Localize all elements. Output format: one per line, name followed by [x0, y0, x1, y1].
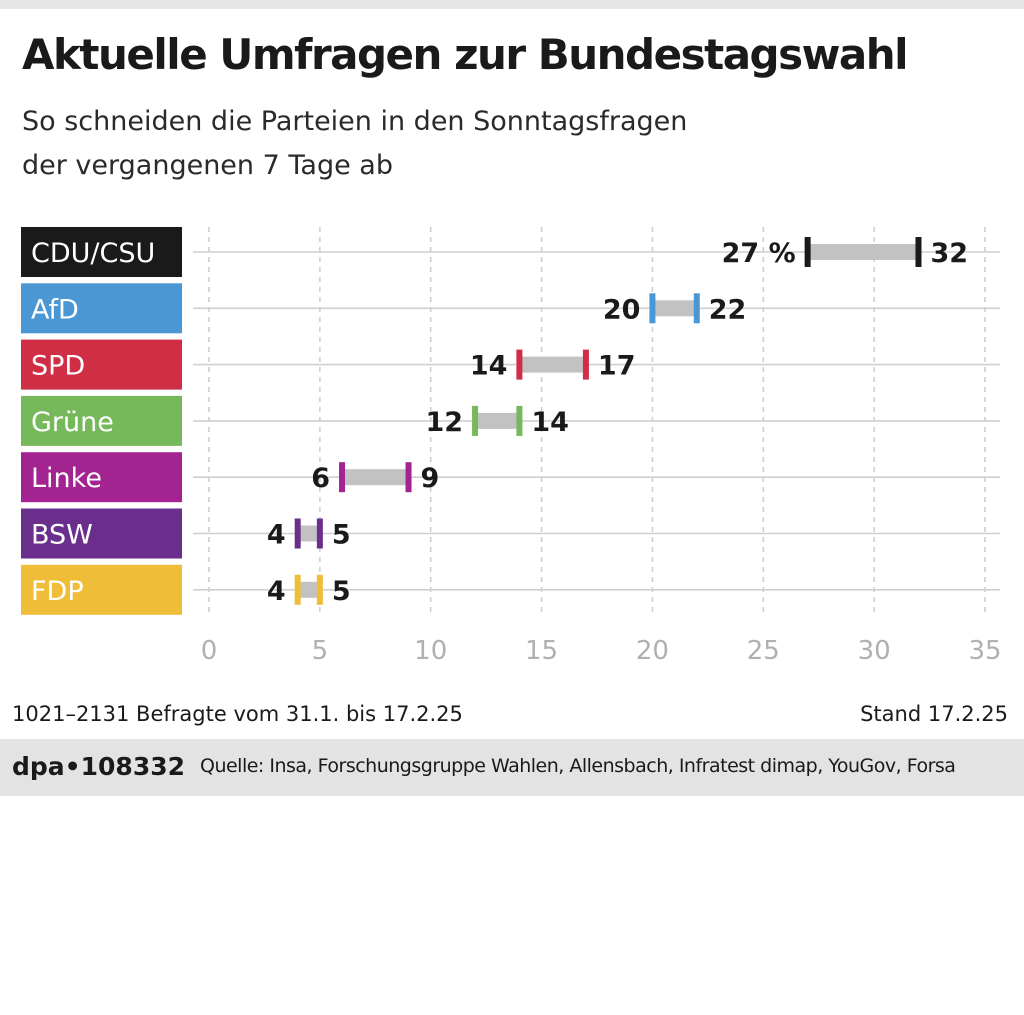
top-border: [0, 0, 1024, 9]
party-label-layer: CDU/CSU AfD SPD Grüne Linke BSW FDP: [21, 227, 182, 615]
range-max-marker-bsw: [316, 518, 323, 549]
party-label-box-grne: [21, 395, 182, 446]
range-bar-chart: CDU/CSU AfD SPD Grüne Linke BSW FDP 27 % 32 20 22…: [21, 227, 1002, 666]
range-max-marker-grne: [516, 405, 523, 436]
dpa-id: dpa•108332: [12, 752, 186, 781]
range-min-label-fdp: 4: [267, 576, 286, 607]
x-tick-label-25: 25: [747, 636, 780, 666]
range-min-label-afd: 20: [603, 294, 641, 325]
subtitle-line-2: der vergangenen 7 Tage ab: [22, 150, 393, 181]
party-label-box-spd: [21, 339, 182, 390]
range-max-marker-cducsu: [915, 237, 922, 267]
x-tick-label-20: 20: [636, 636, 669, 666]
range-bar-cducsu: [807, 244, 919, 260]
party-label-afd: AfD: [31, 294, 79, 325]
range-min-marker-bsw: [294, 518, 301, 549]
range-max-label-cducsu: 32: [930, 238, 968, 269]
x-tick-label-15: 15: [525, 636, 558, 666]
party-label-box-bsw: [21, 508, 182, 559]
range-bar-linke: [342, 469, 409, 486]
range-min-marker-afd: [649, 293, 656, 324]
party-label-spd: SPD: [31, 351, 85, 382]
party-label-fdp: FDP: [31, 576, 84, 607]
range-max-label-grne: 14: [531, 407, 569, 438]
source-bar: dpa•108332 Quelle: Insa, Forschungsgrupp…: [0, 739, 1024, 796]
range-min-marker-linke: [339, 462, 346, 493]
range-max-marker-linke: [405, 462, 412, 493]
range-max-label-linke: 9: [421, 463, 440, 494]
party-label-bsw: BSW: [31, 520, 93, 551]
range-bar-bsw: [297, 525, 320, 542]
range-bar-grne: [475, 412, 520, 429]
x-tick-label-0: 0: [201, 636, 218, 666]
x-tick-label-30: 30: [858, 636, 891, 666]
range-max-label-afd: 22: [709, 294, 747, 325]
subtitle-line-1: So schneiden die Parteien in den Sonntag…: [22, 106, 688, 137]
range-min-marker-fdp: [294, 574, 301, 605]
party-label-grne: Grüne: [31, 407, 114, 438]
x-tick-label-10: 10: [414, 636, 447, 666]
party-label-box-linke: [21, 452, 182, 503]
chart-subtitle: So schneiden die Parteien in den Sonntag…: [22, 100, 922, 188]
range-bar-spd: [519, 356, 586, 373]
x-tick-label-5: 5: [312, 636, 329, 666]
range-bar-afd: [652, 300, 697, 317]
range-max-marker-spd: [582, 349, 589, 380]
party-label-cducsu: CDU/CSU: [31, 238, 155, 269]
range-max-label-fdp: 5: [332, 576, 351, 607]
stand-date: Stand 17.2.25: [860, 702, 1008, 726]
source-text: Quelle: Insa, Forschungsgruppe Wahlen, A…: [200, 755, 956, 777]
range-min-marker-grne: [472, 405, 479, 436]
range-min-label-spd: 14: [470, 351, 508, 382]
range-max-label-spd: 17: [598, 351, 636, 382]
range-min-marker-spd: [516, 349, 523, 380]
party-label-box-afd: [21, 283, 182, 334]
x-tick-label-35: 35: [968, 636, 1001, 666]
range-min-label-bsw: 4: [267, 520, 286, 551]
range-bar-fdp: [297, 581, 320, 598]
chart-title: Aktuelle Umfragen zur Bundestagswahl: [22, 30, 909, 79]
range-min-label-cducsu: 27 %: [722, 238, 796, 269]
party-label-box-cducsu: [21, 227, 182, 277]
range-min-marker-cducsu: [804, 237, 811, 267]
range-min-label-linke: 6: [311, 463, 330, 494]
range-max-label-bsw: 5: [332, 520, 351, 551]
range-min-label-grne: 12: [425, 407, 463, 438]
grid-layer: [193, 227, 1000, 613]
range-max-marker-fdp: [316, 574, 323, 605]
x-axis-tick-layer: 0 5 10 15 20 25 30 35: [201, 636, 1002, 666]
range-max-marker-afd: [693, 293, 700, 324]
party-label-linke: Linke: [31, 463, 102, 494]
party-label-box-fdp: [21, 564, 182, 615]
respondents-note: 1021–2131 Befragte vom 31.1. bis 17.2.25: [12, 702, 463, 726]
